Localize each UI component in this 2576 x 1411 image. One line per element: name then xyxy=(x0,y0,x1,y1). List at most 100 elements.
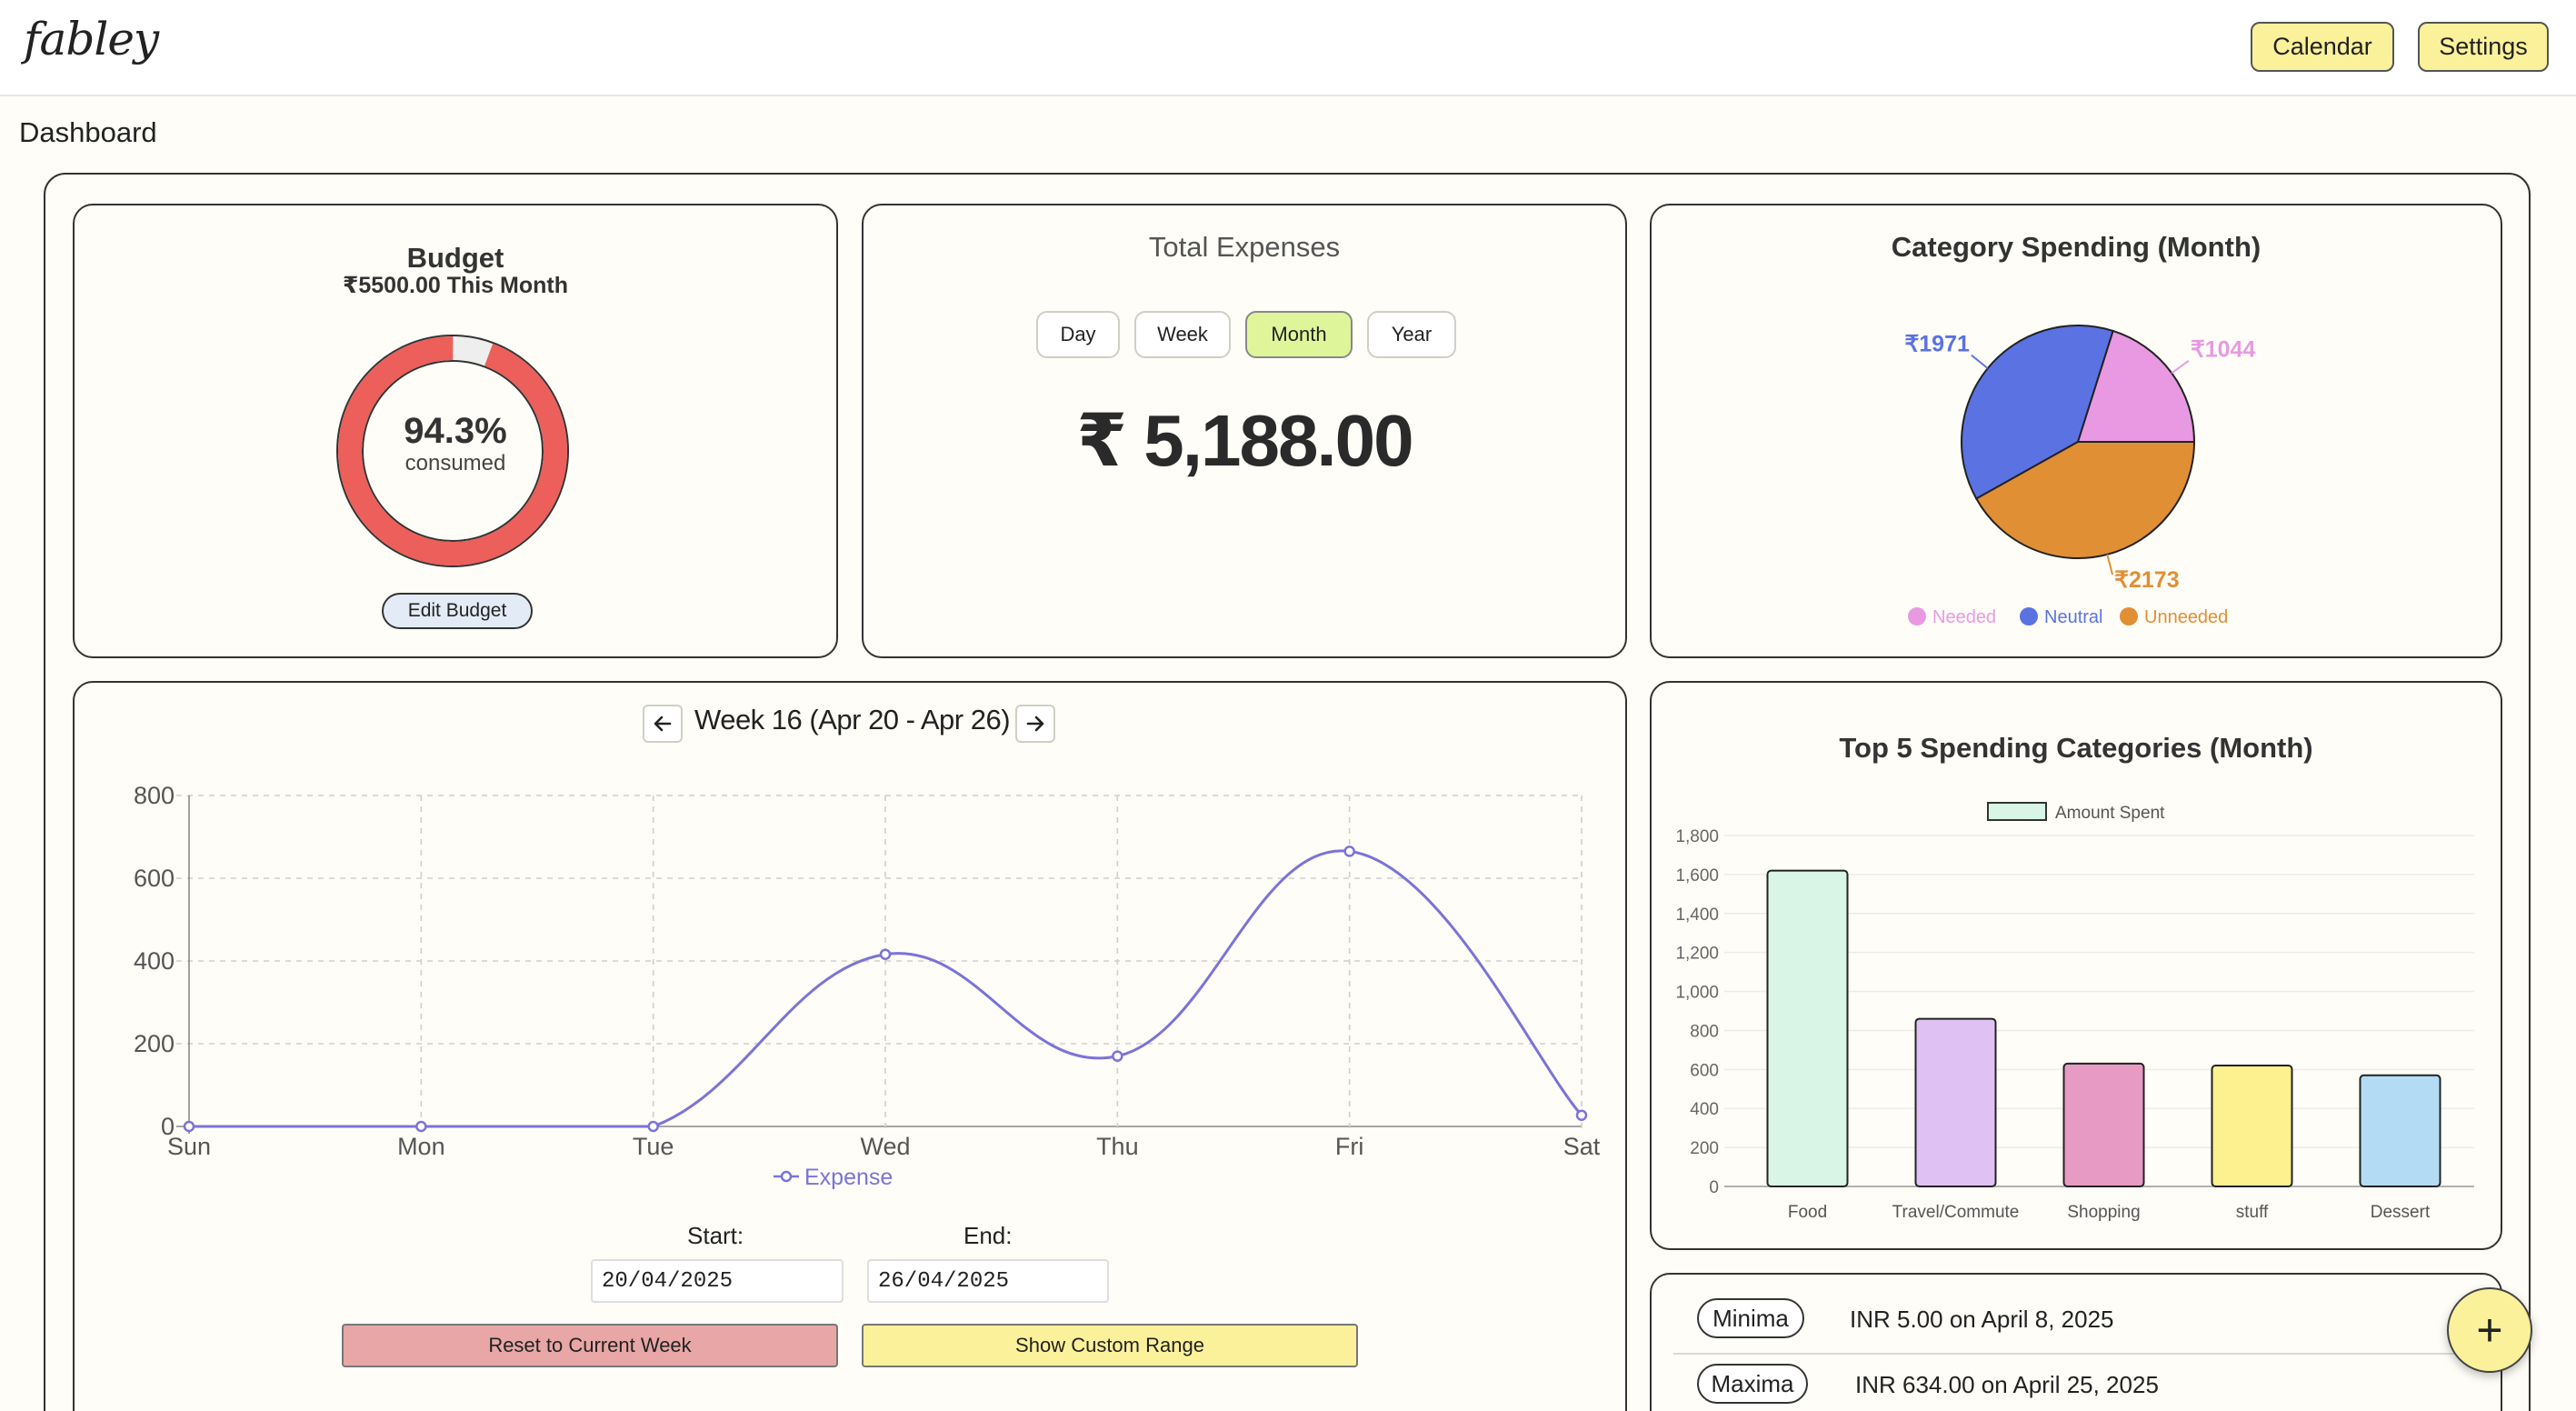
x-tick-label: Travel/Commute xyxy=(1892,1203,2020,1222)
x-tick-label: Sat xyxy=(1563,1133,1601,1160)
x-tick-label: Shopping xyxy=(2067,1203,2140,1222)
budget-gauge xyxy=(336,335,569,567)
legend-marker xyxy=(780,1170,793,1183)
tab-month[interactable]: Month xyxy=(1245,311,1353,358)
x-tick-label: Wed xyxy=(860,1133,910,1160)
arrow-left-icon xyxy=(654,716,672,732)
y-tick-label: 400 xyxy=(1690,1100,1719,1119)
stats-card: Minima INR 5.00 on April 8, 2025 Maxima … xyxy=(1650,1273,2502,1411)
page-title: Dashboard xyxy=(19,116,157,148)
minima-value: INR 5.00 on April 8, 2025 xyxy=(1850,1306,2114,1333)
weekly-chart-card xyxy=(73,681,1627,1411)
x-tick-label: stuff xyxy=(2236,1203,2269,1222)
minima-pill: Minima xyxy=(1697,1298,1804,1338)
y-tick-label: 200 xyxy=(134,1030,175,1057)
expense-point xyxy=(415,1120,427,1133)
budget-consumed-label: consumed xyxy=(404,451,506,475)
budget-card: Budget ₹5500.00 This Month 94.3% consume… xyxy=(73,204,838,658)
start-label: Start: xyxy=(687,1222,744,1249)
top5-title: Top 5 Spending Categories (Month) xyxy=(1839,732,2313,764)
top5-card: Top 5 Spending Categories (Month) 0 200 40… xyxy=(1650,681,2502,1250)
app-logo[interactable]: fabley xyxy=(24,13,159,65)
category-pie-chart: ₹1044 ₹1971 ₹2173 Needed Neutral Unneeded xyxy=(1904,325,2256,627)
x-tick-label: Food xyxy=(1788,1203,1827,1222)
maxima-pill: Maxima xyxy=(1697,1364,1808,1404)
tab-week[interactable]: Week xyxy=(1134,311,1231,358)
pie-slice-needed xyxy=(2076,329,2196,443)
expense-point xyxy=(647,1120,659,1133)
bar-dessert xyxy=(2359,1074,2441,1187)
y-tick-label: 400 xyxy=(134,947,175,975)
start-date-input[interactable]: 20/04/2025 xyxy=(591,1259,844,1303)
y-tick-label: 1,200 xyxy=(1675,945,1719,964)
pie-value-label: ₹1044 xyxy=(2191,337,2256,363)
legend-label-amount-spent: Amount Spent xyxy=(2055,804,2165,823)
week-title: Week 16 (Apr 20 - Apr 26) xyxy=(694,704,1011,736)
x-tick-label: Tue xyxy=(633,1133,674,1160)
legend-label-neutral: Neutral xyxy=(2044,607,2102,627)
legend-label-needed: Needed xyxy=(1932,607,1996,627)
expense-line xyxy=(188,849,1583,1128)
expense-point xyxy=(1112,1050,1123,1062)
y-tick-label: 1,000 xyxy=(1675,984,1719,1003)
x-tick-label: Sun xyxy=(167,1133,211,1160)
pie-leader-line xyxy=(2171,359,2190,375)
expense-point xyxy=(183,1120,195,1133)
expense-point xyxy=(1575,1109,1588,1121)
y-tick-label: 0 xyxy=(161,1113,175,1140)
x-tick-label: Fri xyxy=(1335,1133,1363,1160)
y-tick-label: 0 xyxy=(1709,1178,1719,1197)
add-expense-button[interactable]: + xyxy=(2447,1287,2532,1373)
pie-value-label: ₹2173 xyxy=(2114,567,2180,593)
y-tick-label: 800 xyxy=(1690,1022,1719,1041)
edit-budget-button[interactable]: Edit Budget xyxy=(382,593,533,629)
reset-week-button[interactable]: Reset to Current Week xyxy=(342,1324,838,1367)
maxima-value: INR 634.00 on April 25, 2025 xyxy=(1855,1371,2159,1398)
pie-slice-neutral xyxy=(1961,325,2114,500)
y-tick-label: 200 xyxy=(1690,1139,1719,1158)
legend-label-unneeded: Unneeded xyxy=(2144,607,2228,627)
expense-point xyxy=(1343,846,1355,857)
budget-percent: 94.3% xyxy=(404,411,507,451)
bar-stuff xyxy=(2211,1065,2293,1187)
settings-button[interactable]: Settings xyxy=(2418,22,2549,72)
y-tick-label: 1,400 xyxy=(1675,906,1719,925)
prev-week-button[interactable] xyxy=(643,705,683,743)
pie-value-label: ₹1971 xyxy=(1904,332,1970,357)
y-tick-label: 800 xyxy=(134,782,175,809)
tab-day[interactable]: Day xyxy=(1036,311,1120,358)
top5-bar-chart: 0 200 400 600 800 1,000 1,200 1,400 1,600 1,800 Fo… xyxy=(1675,802,2474,1222)
arrow-right-icon xyxy=(1026,716,1044,732)
y-tick-label: 600 xyxy=(1690,1061,1719,1080)
x-tick-label: Mon xyxy=(397,1133,445,1160)
weekly-line-chart: 0 200 400 600 800 Sun Mon Tue Wed Thu Fri Sat Expens… xyxy=(134,782,1601,1190)
expense-point xyxy=(879,948,892,960)
legend-dot-unneeded xyxy=(2120,607,2138,625)
budget-subtitle: ₹5500.00 This Month xyxy=(342,273,568,298)
y-tick-label: 1,600 xyxy=(1675,866,1719,886)
category-spending-title: Category Spending (Month) xyxy=(1891,231,2261,263)
total-expenses-card: Total Expenses Day Week Month Year ₹ 5,1… xyxy=(862,204,1627,658)
category-spending-card: Category Spending (Month) ₹1044 ₹1971 ₹217… xyxy=(1650,204,2502,658)
stats-divider xyxy=(1673,1353,2482,1355)
x-tick-label: Thu xyxy=(1096,1133,1139,1160)
tab-year[interactable]: Year xyxy=(1367,311,1456,358)
top-bar: fabley Calendar Settings xyxy=(0,0,2576,96)
legend-dot-neutral xyxy=(2020,607,2038,625)
y-tick-label: 1,800 xyxy=(1675,827,1719,846)
x-tick-label: Dessert xyxy=(2371,1203,2431,1222)
legend-dot-needed xyxy=(1908,607,1926,625)
bar-travel-commute xyxy=(1914,1017,1997,1188)
budget-title: Budget xyxy=(406,242,504,274)
next-week-button[interactable] xyxy=(1015,705,1055,743)
end-date-input[interactable]: 26/04/2025 xyxy=(867,1259,1109,1303)
legend-swatch xyxy=(1987,802,2047,821)
custom-range-button[interactable]: Show Custom Range xyxy=(862,1324,1358,1367)
pie-leader-line xyxy=(2106,554,2114,575)
bar-shopping xyxy=(2062,1062,2145,1187)
end-label: End: xyxy=(964,1222,1013,1249)
calendar-button[interactable]: Calendar xyxy=(2251,22,2394,72)
total-expenses-title: Total Expenses xyxy=(1148,231,1341,263)
y-tick-label: 600 xyxy=(134,865,175,892)
legend-label-expense: Expense xyxy=(804,1165,893,1190)
